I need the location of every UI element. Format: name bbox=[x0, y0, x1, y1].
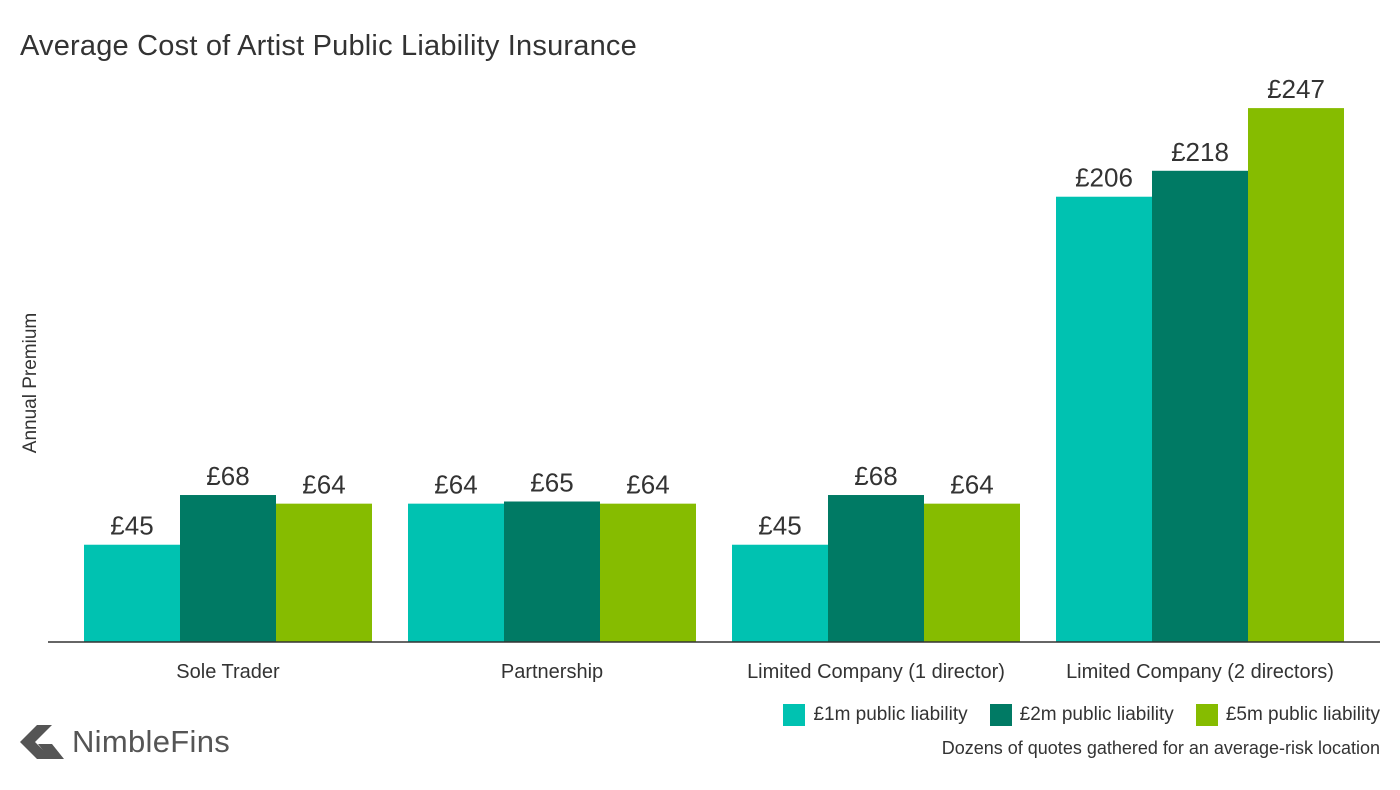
legend: £1m public liability £2m public liabilit… bbox=[783, 704, 1380, 726]
bar-1m-cat2 bbox=[408, 503, 504, 642]
bar-2m-cat1 bbox=[180, 495, 276, 642]
data-label-5m-cat3: £64 bbox=[950, 470, 993, 500]
legend-item-1m: £1m public liability bbox=[783, 704, 968, 726]
bar-5m-cat4 bbox=[1248, 108, 1344, 643]
x-tick-label-cat2: Partnership bbox=[501, 661, 603, 683]
nimblefins-logo-icon bbox=[20, 725, 64, 759]
data-label-2m-cat1: £68 bbox=[206, 461, 249, 491]
x-tick-labels-layer: Sole Trader Partnership Limited Company (1… bbox=[176, 661, 1334, 683]
bar-chart: £45£68 £64 £64 £65 £64£45£68 £64£206£218£247 … bbox=[20, 74, 1380, 683]
data-label-2m-cat2: £65 bbox=[530, 468, 573, 498]
bar-2m-cat3 bbox=[828, 495, 924, 642]
brand-name: NimbleFins bbox=[72, 724, 231, 759]
bar-1m-cat1 bbox=[84, 544, 180, 642]
bar-1m-cat3 bbox=[732, 544, 828, 642]
legend-label-1m: £1m public liability bbox=[813, 704, 968, 725]
brand: NimbleFins bbox=[20, 724, 230, 760]
legend-item-5m: £5m public liability bbox=[1195, 704, 1380, 726]
x-tick-label-cat4: Limited Company (2 directors) bbox=[1066, 661, 1334, 683]
legend-label-5m: £5m public liability bbox=[1225, 704, 1380, 725]
footnote: Dozens of quotes gathered for an average… bbox=[941, 738, 1380, 758]
chart-title: Average Cost of Artist Public Liability … bbox=[20, 30, 637, 62]
bar-5m-cat2 bbox=[600, 503, 696, 642]
y-axis-label: Annual Premium bbox=[20, 313, 41, 453]
data-label-1m-cat1: £45 bbox=[110, 511, 153, 541]
x-tick-label-cat3: Limited Company (1 director) bbox=[747, 661, 1005, 683]
bar-5m-cat3 bbox=[924, 503, 1020, 642]
bar-5m-cat1 bbox=[276, 503, 372, 642]
data-label-1m-cat3: £45 bbox=[758, 511, 801, 541]
bar-2m-cat4 bbox=[1152, 170, 1248, 643]
data-label-1m-cat2: £64 bbox=[434, 470, 477, 500]
x-tick-label-cat1: Sole Trader bbox=[176, 661, 280, 683]
data-label-1m-cat4: £206 bbox=[1075, 163, 1133, 193]
legend-label-2m: £2m public liability bbox=[1019, 704, 1174, 725]
data-label-5m-cat1: £64 bbox=[302, 470, 345, 500]
legend-item-2m: £2m public liability bbox=[989, 704, 1174, 726]
bar-2m-cat2 bbox=[504, 501, 600, 642]
data-label-2m-cat4: £218 bbox=[1171, 137, 1229, 167]
data-labels-layer: £45 £68 £64 £64 £65 £64 £45 £68 £64 £206 £218 £247 bbox=[110, 74, 1325, 541]
legend-swatch-5m bbox=[1195, 704, 1218, 726]
bar-1m-cat4 bbox=[1056, 196, 1152, 642]
legend-swatch-1m bbox=[783, 704, 806, 726]
data-label-5m-cat4: £247 bbox=[1267, 74, 1325, 104]
data-label-5m-cat2: £64 bbox=[626, 470, 669, 500]
bars-layer bbox=[84, 108, 1344, 643]
data-label-2m-cat3: £68 bbox=[854, 461, 897, 491]
legend-swatch-2m bbox=[989, 704, 1012, 726]
